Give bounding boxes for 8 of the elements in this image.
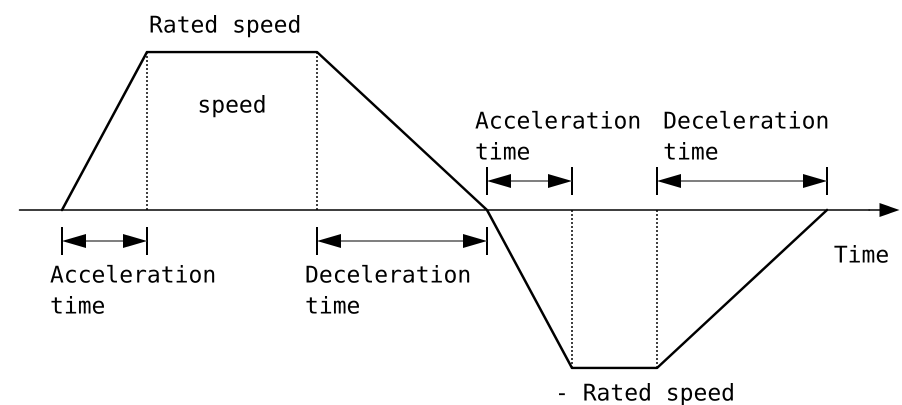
annotation: Deceleration time xyxy=(305,262,486,320)
x-axis-title: Time xyxy=(834,242,890,268)
annotation: Acceleration time xyxy=(50,262,230,320)
annotation: Deceleration time xyxy=(663,108,844,166)
annotation: speed xyxy=(197,92,267,119)
annotation: Acceleration time xyxy=(475,108,656,166)
annotation: Rated speed xyxy=(149,12,302,38)
annotation: - Rated speed xyxy=(555,380,736,405)
